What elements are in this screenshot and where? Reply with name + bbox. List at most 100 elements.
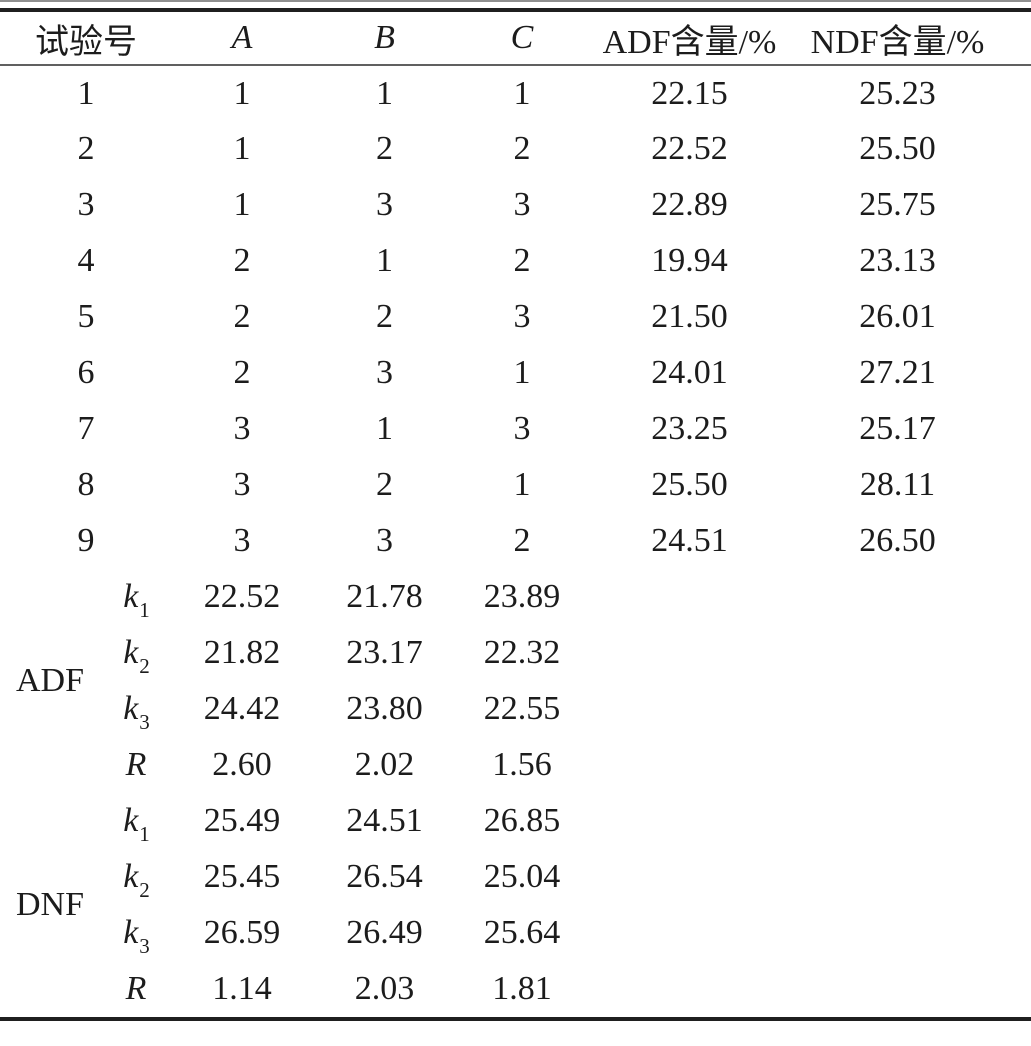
run-adf-value-cell: 21.50 [651,298,728,335]
stat-k-subscript: 3 [139,709,150,734]
table-row-run: 9 3 3 2 24.51 26.50 [0,513,1031,569]
run-factor-b-cell: 2 [376,130,393,167]
stat-empty-adf-cell [587,905,792,961]
stat-factor-b-cell: 26.49 [346,914,423,951]
stat-factor-a-cell: 21.82 [203,634,281,671]
stat-factor-a-cell: 24.42 [203,690,281,727]
run-factor-c-cell: 1 [513,74,531,112]
run-number-cell: 5 [77,298,95,335]
stat-k-label: k [123,802,139,839]
column-header-adf-content: ADF含量/% [587,12,792,66]
run-factor-a-cell: 2 [233,242,251,279]
run-ndf-value-cell: 26.50 [859,522,936,559]
stat-empty-ndf-cell [792,793,1031,849]
stat-empty-ndf-cell [792,961,1031,1017]
stat-empty-adf-cell [587,681,792,737]
column-header-factor-b: B [312,12,457,66]
stat-empty-adf-cell [587,961,792,1017]
table-row-stat: R 2.60 2.02 1.56 [0,737,1031,793]
stat-factor-c-cell: 23.89 [483,578,561,615]
table-row-run: 1 1 1 1 22.15 25.23 [0,65,1031,121]
stat-k-subscript: 3 [139,933,150,958]
stat-factor-a-cell: 26.59 [203,914,281,951]
column-header-ndf-content: NDF含量/% [792,12,1031,66]
run-factor-c-cell: 3 [513,410,531,447]
stat-factor-a-cell: 22.52 [203,578,281,615]
run-factor-c-cell: 2 [513,242,531,279]
run-factor-b-cell: 3 [376,522,393,559]
stat-empty-adf-cell [587,625,792,681]
stat-empty-adf-cell [587,569,792,625]
stat-factor-b-cell: 23.17 [346,634,423,671]
stat-factor-a-cell: 25.45 [203,858,281,895]
run-factor-a-cell: 2 [233,354,251,391]
run-factor-c-cell: 3 [513,186,531,223]
stat-k-subscript: 1 [139,821,150,846]
run-ndf-value-cell: 25.50 [859,130,936,167]
top-rule-thick [0,8,1031,12]
run-ndf-value-cell: 25.17 [859,410,936,447]
stat-factor-c-cell: 22.32 [483,634,561,671]
stat-factor-a-cell: 1.14 [212,970,272,1007]
table-row-stat: k2 25.45 26.54 25.04 [0,849,1031,905]
run-adf-value-cell: 22.89 [651,186,728,223]
table-row-stat: k3 26.59 26.49 25.64 [0,905,1031,961]
run-number-cell: 2 [77,130,95,167]
run-factor-a-cell: 3 [233,466,251,503]
run-ndf-value-cell: 28.11 [859,466,936,503]
run-factor-b-cell: 2 [376,466,393,503]
stat-empty-ndf-cell [792,569,1031,625]
run-adf-value-cell: 24.51 [651,522,728,559]
table-row-run: 3 1 3 3 22.89 25.75 [0,177,1031,233]
factor-group-label: ADF [15,662,85,699]
table-row-run: 2 1 2 2 22.52 25.50 [0,121,1031,177]
bottom-rule [0,1017,1031,1021]
table-row-stat: DNF k1 25.49 24.51 26.85 [0,793,1031,923]
run-number-cell: 4 [77,242,95,279]
run-adf-value-cell: 19.94 [651,242,728,279]
column-header-trial-no: 试验号 [0,12,172,66]
stat-empty-ndf-cell [792,849,1031,905]
run-adf-value-cell: 24.01 [651,354,728,391]
stat-label-cell: k3 [100,681,172,737]
stat-empty-ndf-cell [792,737,1031,793]
run-factor-a-cell: 3 [233,522,251,559]
stat-factor-c-cell: 25.04 [483,858,561,895]
run-factor-b-cell: 3 [376,354,393,391]
table-row-run: 4 2 1 2 19.94 23.13 [0,233,1031,289]
column-header-factor-a: A [172,12,312,66]
stat-factor-c-cell: 22.55 [483,690,561,727]
stat-k-label: k [123,634,139,671]
run-adf-value-cell: 25.50 [651,466,728,503]
top-rule-gap [0,2,1031,8]
stat-label-cell: R [100,737,172,793]
table-row-run: 6 2 3 1 24.01 27.21 [0,345,1031,401]
stat-factor-c-cell: 25.64 [483,914,561,951]
stat-k-subscript: 2 [139,653,150,678]
run-factor-b-cell: 1 [376,410,393,447]
run-number-cell: 8 [77,466,95,503]
stat-label-cell: k1 [100,569,172,625]
stat-label-cell: k2 [100,849,172,905]
stat-empty-ndf-cell [792,681,1031,737]
stat-k-label: R [125,970,147,1007]
run-ndf-value-cell: 27.21 [859,354,936,391]
stats-body: ADF k1 22.52 21.78 23.89 k2 21.82 23.17 2… [0,569,1031,1017]
stat-k-label: R [125,746,147,783]
run-number-cell: 6 [77,354,95,391]
stat-k-subscript: 1 [139,597,150,622]
run-factor-c-cell: 3 [513,298,531,335]
run-factor-b-cell: 3 [376,186,393,223]
stat-factor-c-cell: 1.81 [492,970,552,1007]
run-factor-a-cell: 1 [233,74,251,112]
column-header-factor-c: C [457,12,587,66]
stat-k-label: k [123,914,139,951]
run-factor-c-cell: 1 [513,466,531,503]
stat-label-cell: k3 [100,905,172,961]
stat-factor-c-cell: 1.56 [492,746,552,783]
runs-body: 1 1 1 1 22.15 25.23 2 1 2 2 22.52 25.50 … [0,65,1031,569]
stat-factor-a-cell: 25.49 [203,802,281,839]
run-factor-a-cell: 3 [233,410,251,447]
stat-k-subscript: 2 [139,877,150,902]
